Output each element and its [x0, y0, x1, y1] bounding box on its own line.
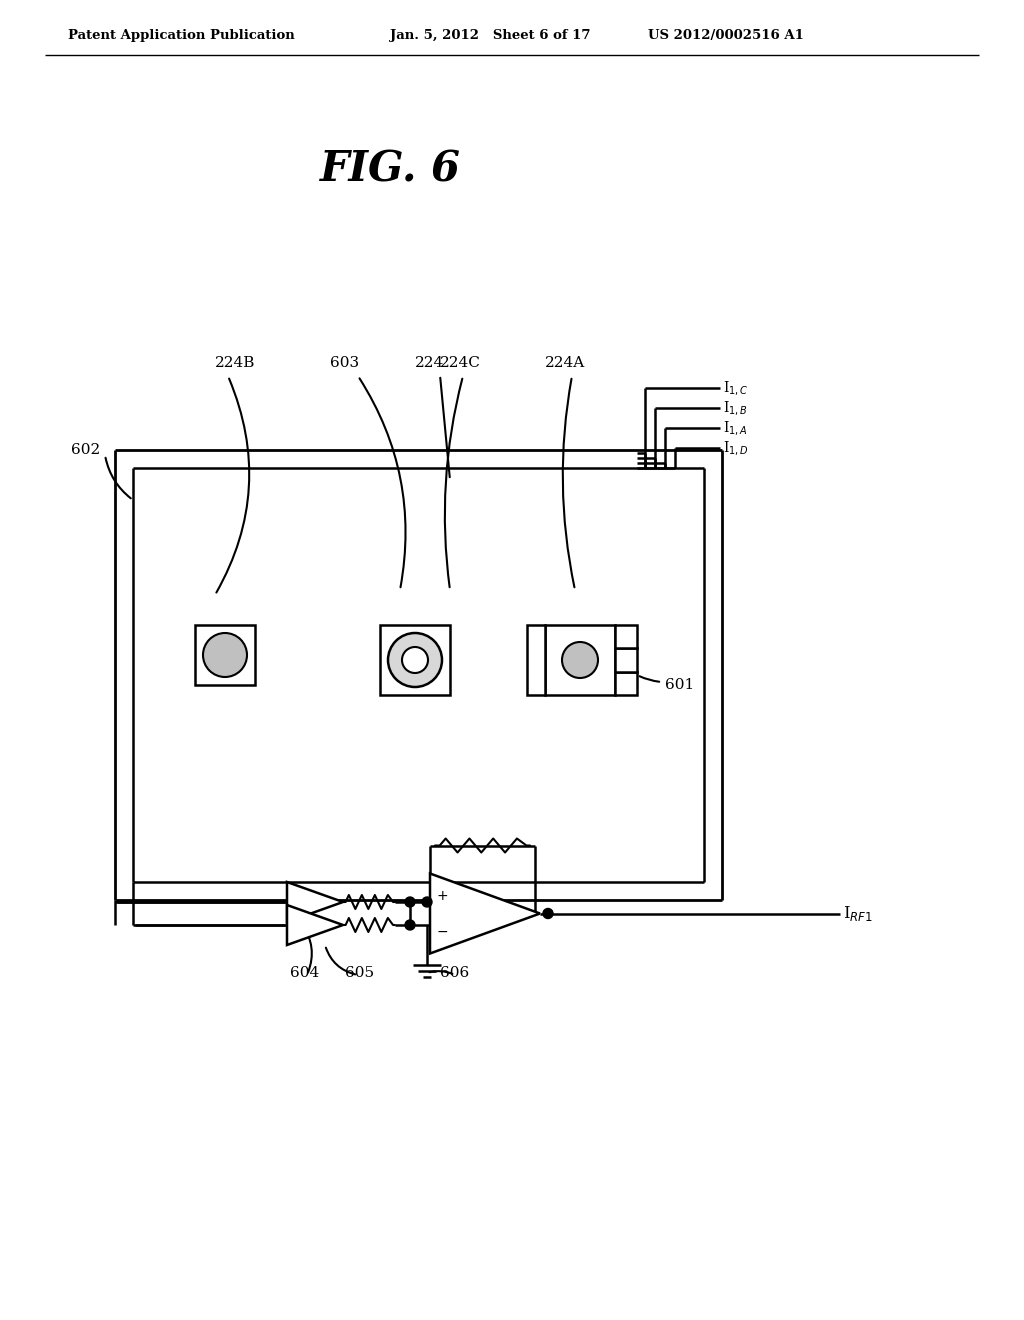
- Circle shape: [562, 642, 598, 678]
- Text: 605: 605: [345, 966, 375, 979]
- Text: I$_{1,A}$: I$_{1,A}$: [723, 418, 748, 437]
- Bar: [615, 672, 637, 696]
- Text: FIG. 6: FIG. 6: [319, 149, 461, 191]
- Bar: [615, 648, 637, 672]
- Polygon shape: [287, 882, 343, 921]
- Text: 604: 604: [291, 966, 319, 979]
- Circle shape: [203, 634, 247, 677]
- Text: I$_{RF1}$: I$_{RF1}$: [843, 904, 872, 923]
- Circle shape: [402, 647, 428, 673]
- Circle shape: [406, 898, 415, 907]
- Text: 224B: 224B: [215, 356, 255, 370]
- Text: 224C: 224C: [439, 356, 480, 370]
- Bar: [527, 624, 545, 696]
- Text: 602: 602: [71, 444, 100, 457]
- Circle shape: [406, 920, 415, 931]
- Bar: [545, 624, 615, 696]
- Text: 603: 603: [331, 356, 359, 370]
- Polygon shape: [287, 906, 343, 945]
- Text: I$_{1,B}$: I$_{1,B}$: [723, 399, 748, 417]
- Text: +: +: [436, 888, 447, 903]
- Text: I$_{1,D}$: I$_{1,D}$: [723, 440, 749, 457]
- Text: 606: 606: [440, 966, 470, 979]
- Bar: [615, 624, 637, 648]
- Text: Patent Application Publication: Patent Application Publication: [68, 29, 295, 41]
- Text: −: −: [436, 924, 447, 939]
- Circle shape: [543, 908, 553, 919]
- Text: 224A: 224A: [545, 356, 585, 370]
- Text: I$_{1,C}$: I$_{1,C}$: [723, 379, 749, 397]
- Bar: [380, 624, 450, 696]
- Text: US 2012/0002516 A1: US 2012/0002516 A1: [648, 29, 804, 41]
- Text: Jan. 5, 2012   Sheet 6 of 17: Jan. 5, 2012 Sheet 6 of 17: [390, 29, 591, 41]
- Text: 224: 224: [416, 356, 444, 370]
- Text: 601: 601: [665, 678, 694, 692]
- Polygon shape: [430, 874, 540, 953]
- Bar: [195, 624, 255, 685]
- Circle shape: [388, 634, 442, 686]
- Circle shape: [422, 898, 432, 907]
